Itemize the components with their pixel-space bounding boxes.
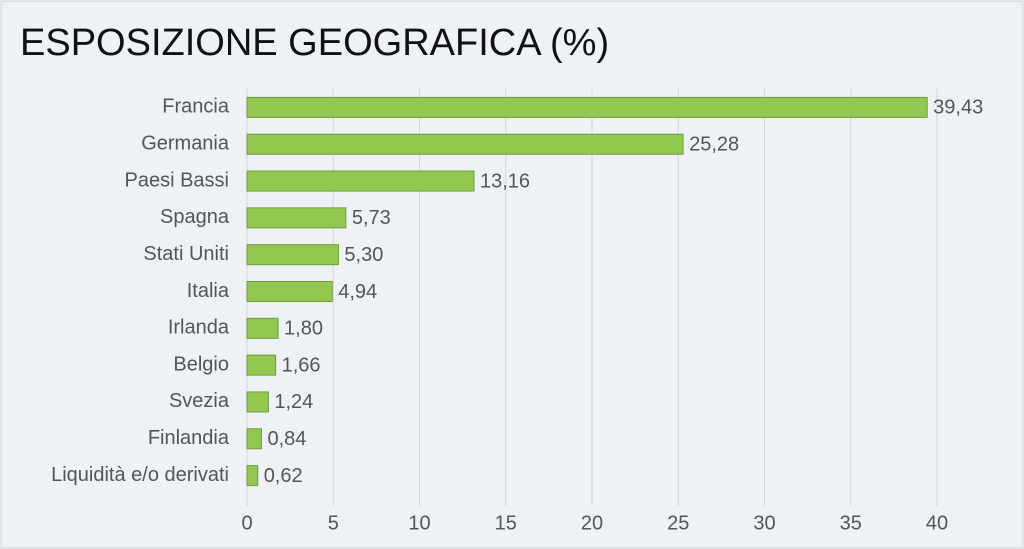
y-tick-label: Irlanda: [168, 317, 230, 339]
data-label: 1,66: [282, 354, 321, 376]
data-label: 4,94: [338, 281, 377, 303]
data-label: 13,16: [480, 170, 530, 192]
bar: [246, 465, 259, 487]
y-tick-label: Stati Uniti: [143, 243, 229, 265]
data-label: 1,24: [274, 391, 313, 413]
x-tick-label: 15: [495, 512, 517, 534]
x-tick-label: 0: [241, 512, 252, 534]
data-label: 39,43: [933, 97, 983, 119]
y-tick-label: Svezia: [169, 390, 230, 412]
bar: [246, 391, 269, 413]
y-tick-label: Spagna: [160, 206, 230, 228]
bar: [246, 96, 928, 118]
x-tick-label: 5: [328, 512, 339, 534]
y-tick-label: Paesi Bassi: [125, 169, 230, 191]
x-tick-label: 25: [667, 512, 689, 534]
bar: [246, 207, 347, 229]
data-label: 5,30: [344, 244, 383, 266]
x-tick-label: 40: [926, 512, 948, 534]
data-label: 25,28: [689, 134, 739, 156]
y-tick-label: Belgio: [173, 353, 229, 375]
bar: [246, 170, 475, 192]
x-tick-label: 35: [840, 512, 862, 534]
bar: [246, 281, 333, 302]
y-tick-label: Finlandia: [148, 427, 230, 449]
x-tick-label: 20: [581, 512, 603, 534]
x-tick-label: 10: [408, 512, 430, 534]
y-tick-label: Italia: [187, 280, 230, 302]
bar: [246, 428, 262, 450]
y-tick-label: Germania: [141, 133, 230, 155]
bar: [246, 244, 339, 266]
y-tick-label: Francia: [162, 96, 230, 118]
data-label: 0,62: [264, 465, 303, 487]
data-label: 5,73: [352, 207, 391, 229]
data-label: 0,84: [267, 428, 306, 450]
bar: [246, 354, 277, 376]
y-tick-label: Liquidità e/o derivati: [51, 464, 229, 486]
bar: [246, 133, 684, 155]
x-tick-label: 30: [753, 512, 775, 534]
data-label: 1,80: [284, 318, 323, 340]
chart-title: ESPOSIZIONE GEOGRAFICA (%): [20, 22, 609, 64]
bar: [246, 317, 279, 339]
